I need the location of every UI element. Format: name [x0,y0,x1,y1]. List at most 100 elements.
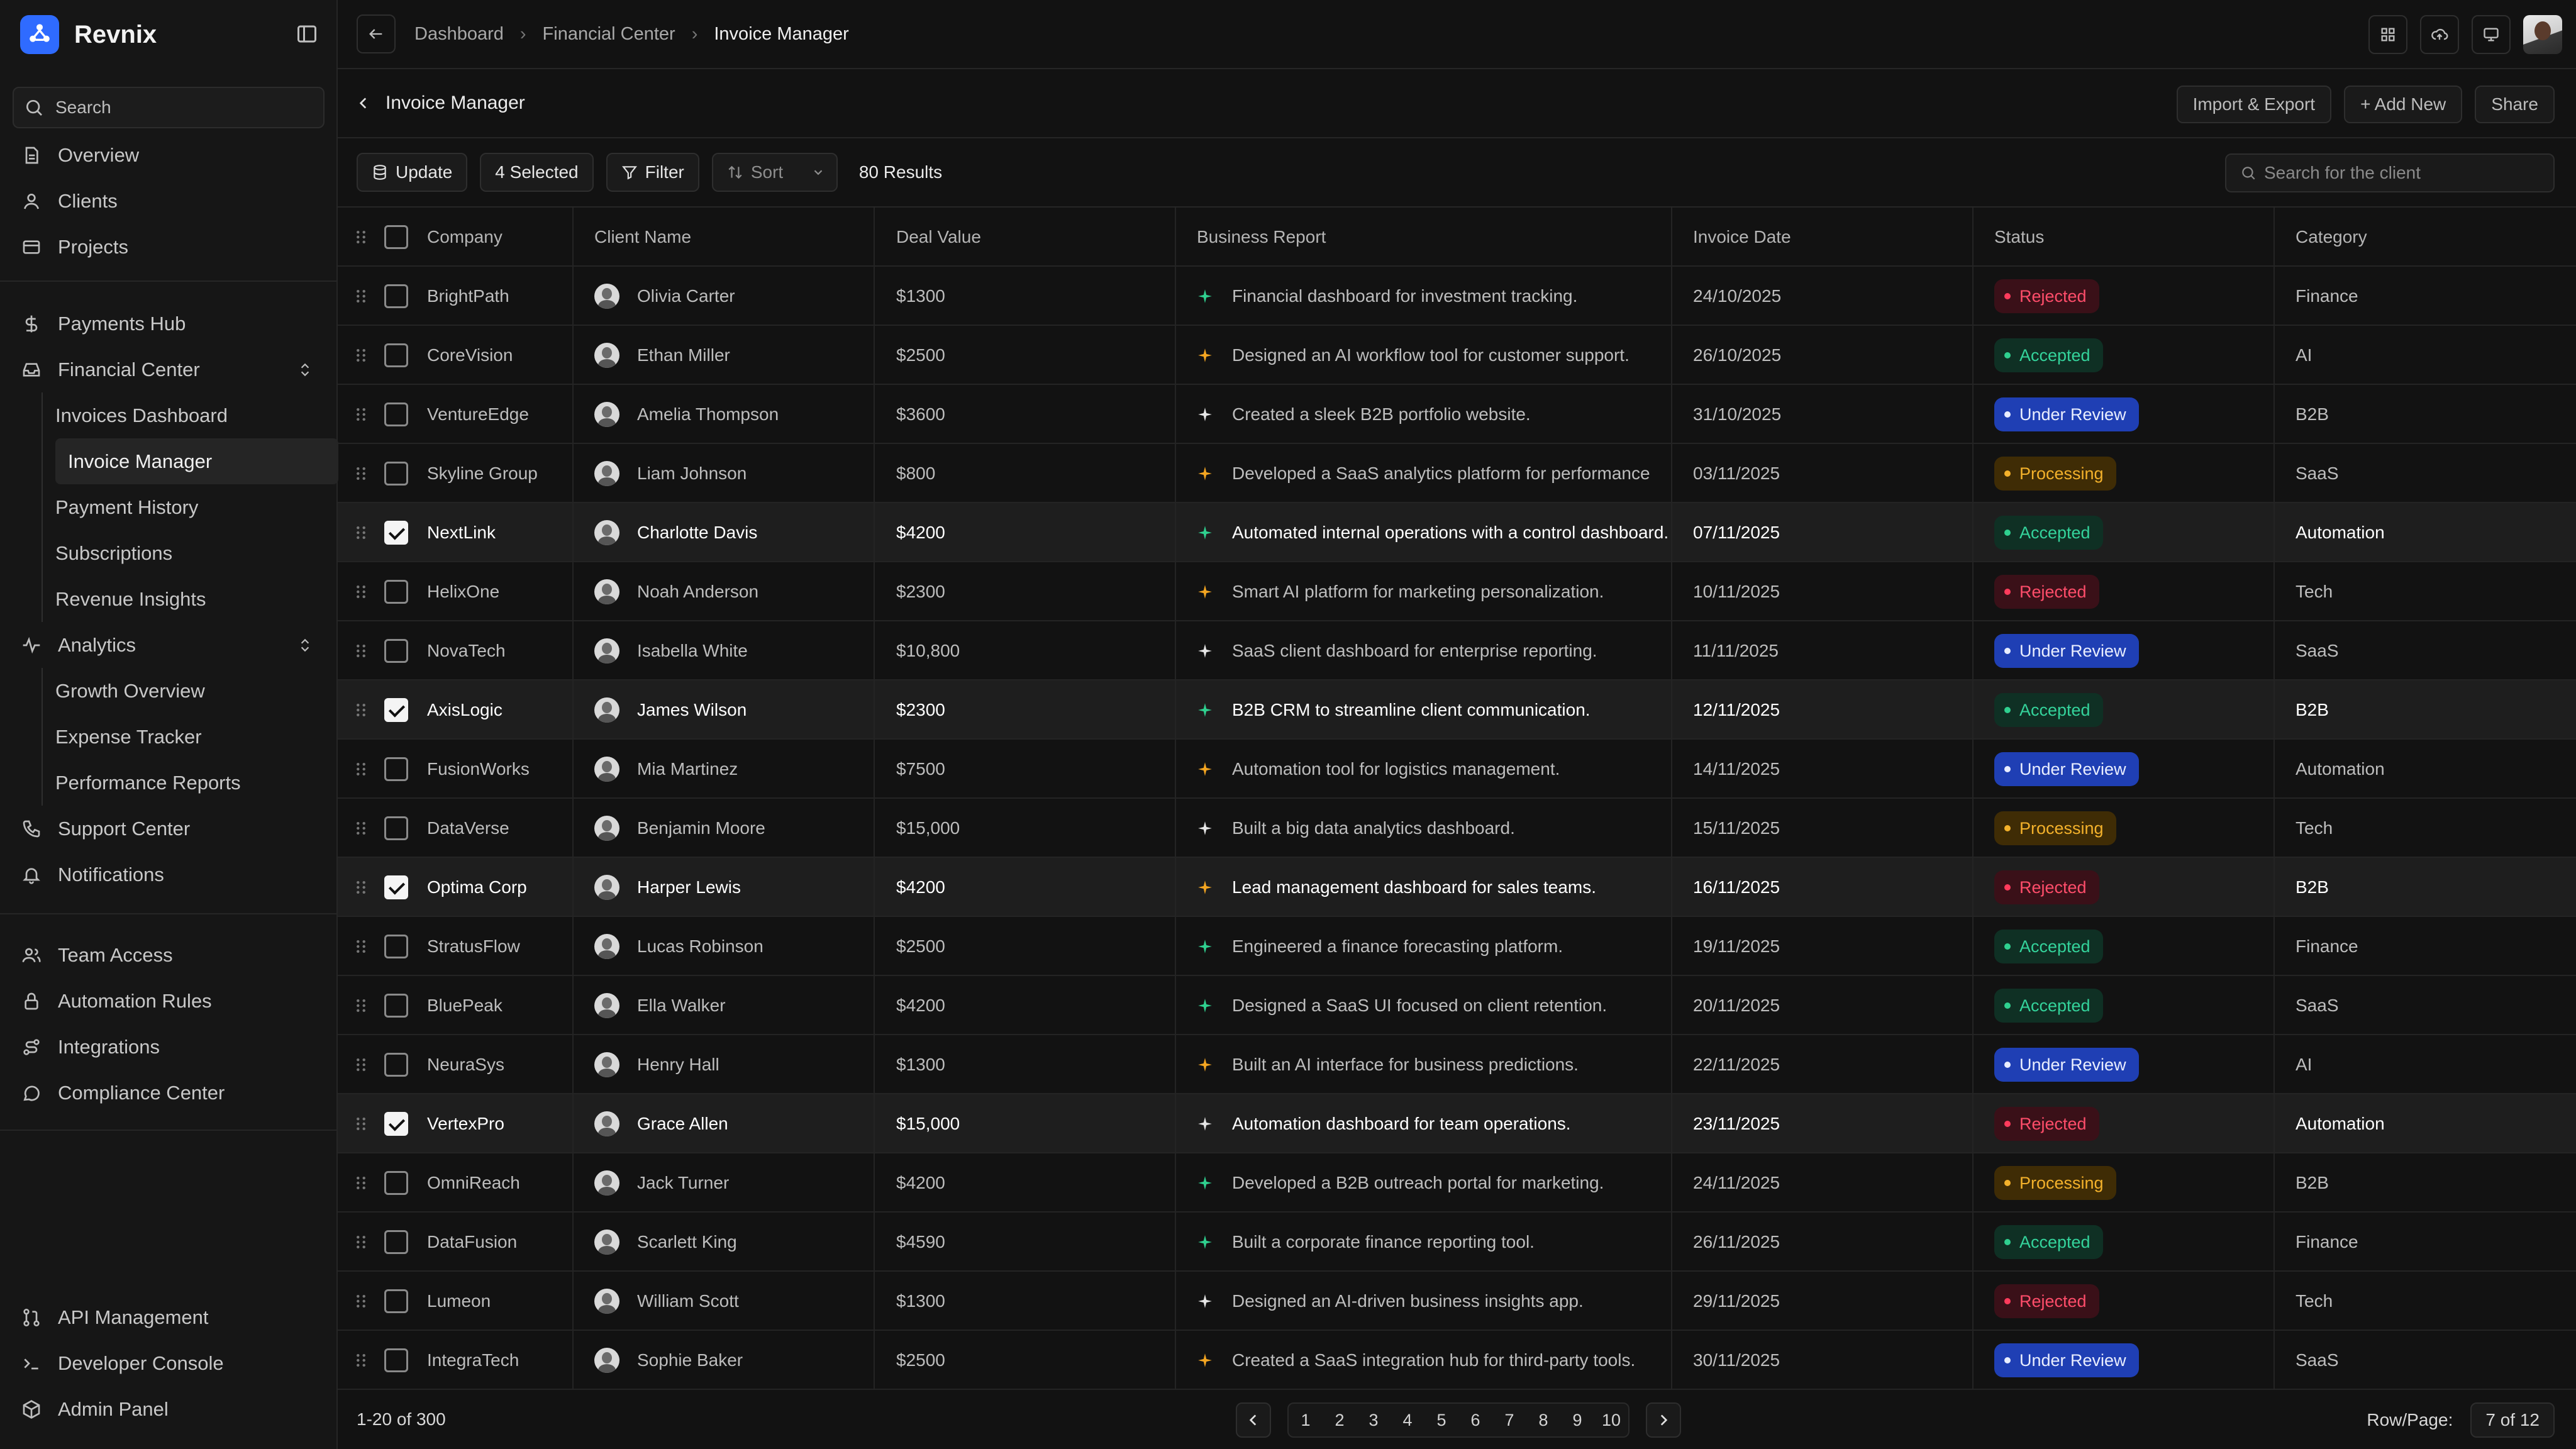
table-row[interactable]: VertexPro Grace Allen $15,000 Automation da… [338,1094,2576,1153]
client-search-input[interactable]: Search for the client [2225,153,2555,192]
drag-handle-icon[interactable] [355,1294,367,1308]
row-checkbox[interactable] [384,580,408,604]
drag-handle-icon[interactable] [355,644,367,658]
row-checkbox[interactable] [384,521,408,545]
drag-handle-icon[interactable] [355,821,367,835]
sidebar-item-payments-hub[interactable]: Payments Hub [13,301,325,347]
sidebar-item-compliance-center[interactable]: Compliance Center [13,1070,325,1116]
monitor-button[interactable] [2472,15,2511,54]
update-button[interactable]: Update [357,153,468,192]
column-header-company[interactable]: Company [427,227,502,247]
drag-handle-icon[interactable] [355,1235,367,1249]
row-checkbox[interactable] [384,757,408,781]
row-checkbox[interactable] [384,1053,408,1077]
table-row[interactable]: NeuraSys Henry Hall $1300 Built an AI inter… [338,1035,2576,1094]
row-checkbox[interactable] [384,402,408,426]
previous-page-button[interactable] [1236,1402,1271,1438]
add-new-button[interactable]: + Add New [2344,86,2463,123]
drag-handle-icon[interactable] [355,289,367,303]
page-number-button[interactable]: 2 [1335,1410,1345,1430]
column-header-client-name[interactable]: Client Name [594,227,692,247]
drag-handle-icon[interactable] [355,348,367,362]
sort-dropdown[interactable]: Sort [711,153,838,192]
sidebar-item-admin-panel[interactable]: Admin Panel [13,1386,325,1432]
sidebar-item-invoice-manager[interactable]: Invoice Manager [55,438,338,484]
user-avatar[interactable] [2523,15,2562,54]
row-checkbox[interactable] [384,1289,408,1313]
row-checkbox[interactable] [384,698,408,722]
sidebar-item-developer-console[interactable]: Developer Console [13,1340,325,1386]
share-button[interactable]: Share [2475,86,2555,123]
rows-per-page-select[interactable]: 7 of 12 [2470,1402,2555,1438]
table-row[interactable]: AxisLogic James Wilson $2300 B2B CRM to str… [338,680,2576,740]
table-row[interactable]: Skyline Group Liam Johnson $800 Developed a… [338,444,2576,503]
sidebar-item-notifications[interactable]: Notifications [13,852,325,897]
table-row[interactable]: BluePeak Ella Walker $4200 Designed a SaaS … [338,976,2576,1035]
sidebar-item-api-management[interactable]: API Management [13,1294,325,1340]
table-row[interactable]: NextLink Charlotte Davis $4200 Automated in… [338,503,2576,562]
sidebar-toggle-icon[interactable] [296,23,318,45]
page-title[interactable]: Invoice Manager [355,92,525,114]
table-row[interactable]: CoreVision Ethan Miller $2500 Designed an A… [338,326,2576,385]
page-number-button[interactable]: 6 [1470,1410,1480,1430]
sidebar-item-performance-reports[interactable]: Performance Reports [43,760,325,806]
drag-handle-icon[interactable] [355,880,367,894]
row-checkbox[interactable] [384,1230,408,1254]
next-page-button[interactable] [1646,1402,1681,1438]
table-row[interactable]: IntegraTech Sophie Baker $2500 Created a Sa… [338,1331,2576,1390]
sidebar-item-team-access[interactable]: Team Access [13,932,325,978]
sidebar-item-analytics[interactable]: Analytics [13,622,325,668]
breadcrumb-dashboard[interactable]: Dashboard [414,23,504,44]
drag-handle-icon[interactable] [355,1353,367,1367]
drag-handle-icon[interactable] [355,703,367,717]
back-button[interactable] [357,14,396,53]
column-header-status[interactable]: Status [1994,227,2045,247]
row-checkbox[interactable] [384,1112,408,1136]
sidebar-item-overview[interactable]: Overview [13,132,325,178]
row-checkbox[interactable] [384,639,408,663]
sidebar-item-projects[interactable]: Projects [13,224,325,270]
page-number-button[interactable]: 8 [1538,1410,1548,1430]
row-checkbox[interactable] [384,284,408,308]
page-number-button[interactable]: 5 [1436,1410,1446,1430]
drag-handle-icon[interactable] [355,1117,367,1131]
drag-handle-icon[interactable] [355,408,367,421]
sidebar-item-support-center[interactable]: Support Center [13,806,325,852]
drag-handle-icon[interactable] [355,585,367,599]
row-checkbox[interactable] [384,816,408,840]
column-header-deal-value[interactable]: Deal Value [896,227,981,247]
row-checkbox[interactable] [384,875,408,899]
column-header-business-report[interactable]: Business Report [1197,227,1326,247]
selected-count-button[interactable]: 4 Selected [480,153,594,192]
sidebar-search[interactable]: Search [13,87,325,128]
table-row[interactable]: DataFusion Scarlett King $4590 Built a corp… [338,1213,2576,1272]
sidebar-item-expense-tracker[interactable]: Expense Tracker [43,714,325,760]
sidebar-item-payment-history[interactable]: Payment History [43,484,325,530]
drag-handle-icon[interactable] [355,1176,367,1190]
table-row[interactable]: BrightPath Olivia Carter $1300 Financial da… [338,267,2576,326]
sidebar-item-growth-overview[interactable]: Growth Overview [43,668,325,714]
table-row[interactable]: OmniReach Jack Turner $4200 Developed a B2B… [338,1153,2576,1213]
column-header-category[interactable]: Category [2296,227,2367,247]
cloud-upload-button[interactable] [2420,15,2459,54]
sidebar-item-automation-rules[interactable]: Automation Rules [13,978,325,1024]
brand[interactable]: Revnix [20,15,157,54]
grid-button[interactable] [2368,15,2407,54]
table-row[interactable]: VentureEdge Amelia Thompson $3600 Created a… [338,385,2576,444]
page-number-button[interactable]: 3 [1368,1410,1379,1430]
row-checkbox[interactable] [384,935,408,958]
row-checkbox[interactable] [384,994,408,1018]
drag-handle-icon[interactable] [355,762,367,776]
sidebar-item-subscriptions[interactable]: Subscriptions [43,530,325,576]
table-row[interactable]: DataVerse Benjamin Moore $15,000 Built a bi… [338,799,2576,858]
row-checkbox[interactable] [384,1348,408,1372]
drag-handle-icon[interactable] [355,526,367,540]
page-number-button[interactable]: 9 [1572,1410,1582,1430]
row-checkbox[interactable] [384,343,408,367]
table-row[interactable]: NovaTech Isabella White $10,800 SaaS client… [338,621,2576,680]
table-row[interactable]: HelixOne Noah Anderson $2300 Smart AI platf… [338,562,2576,621]
select-all-checkbox[interactable] [384,225,408,249]
sidebar-item-invoices-dashboard[interactable]: Invoices Dashboard [43,392,325,438]
breadcrumb-financial-center[interactable]: Financial Center [542,23,675,44]
filter-button[interactable]: Filter [606,153,699,192]
